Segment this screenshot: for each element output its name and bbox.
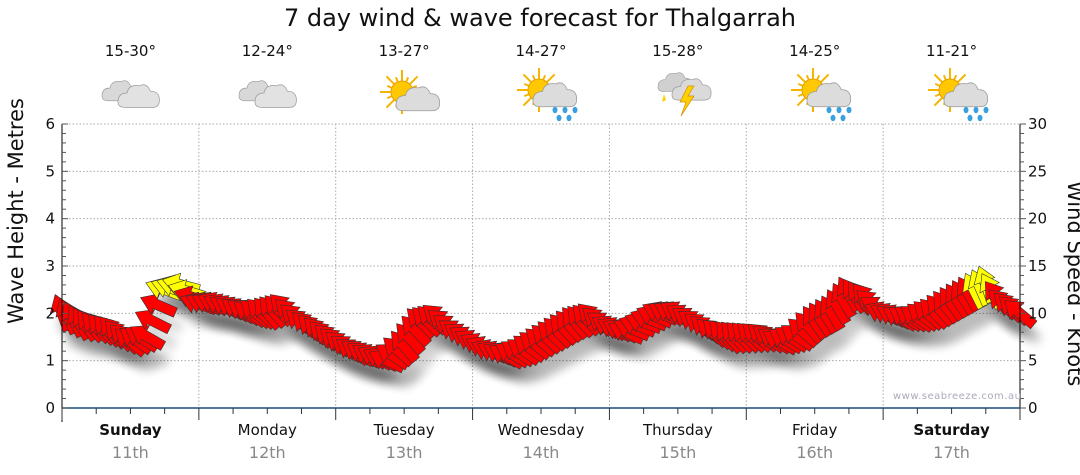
wind-arrow [129, 325, 167, 351]
y-tick-label-right: 20 [1028, 210, 1047, 228]
y-tick-label-right: 10 [1028, 304, 1047, 322]
day-name: Saturday [913, 421, 990, 439]
day-temp: 14-27° [515, 42, 567, 60]
watermark: www.seabreeze.com.au [893, 391, 1022, 402]
y-tick-label-right: 0 [1028, 399, 1038, 417]
day-name: Thursday [642, 421, 713, 439]
day-temp: 13-27° [378, 42, 430, 60]
chart-title: 7 day wind & wave forecast for Thalgarra… [283, 4, 797, 32]
cloudy-icon [199, 66, 335, 126]
day-temp: 11-21° [926, 42, 978, 60]
y-tick-label-left: 1 [45, 352, 55, 370]
sun-shower-icon [747, 66, 883, 126]
day-date: 11th [112, 443, 149, 462]
day-date: 14th [522, 443, 560, 462]
wind-arrow [140, 293, 178, 318]
day-temp: 15-28° [652, 42, 704, 60]
wind-arrow-shadow [374, 365, 412, 389]
y-tick-label-right: 30 [1028, 115, 1047, 133]
y-tick-label-left: 0 [45, 399, 55, 417]
day-date: 17th [933, 443, 970, 462]
day-date: 12th [248, 443, 286, 462]
y-tick-label-left: 3 [45, 257, 55, 275]
y-tick-label-right: 15 [1028, 257, 1047, 275]
sun-shower-icon [884, 66, 1020, 126]
y-tick-label-left: 5 [45, 162, 55, 180]
y-tick-label-right: 5 [1028, 352, 1038, 370]
wind-arrow [134, 309, 172, 335]
day-temp: 14-25° [789, 42, 841, 60]
day-date: 15th [659, 443, 697, 462]
day-date: 13th [385, 443, 423, 462]
sun-shower-icon [473, 66, 609, 126]
day-temp: 15-30° [104, 42, 156, 60]
day-name: Tuesday [373, 421, 435, 439]
cloudy-icon [62, 66, 198, 126]
day-temp: 12-24° [241, 42, 293, 60]
day-name: Friday [791, 421, 838, 439]
wind-arrow-shadow [1010, 316, 1044, 345]
day-date: 16th [796, 443, 834, 462]
thunderstorm-icon [610, 66, 746, 126]
y-tick-label-left: 4 [45, 210, 55, 228]
day-name: Monday [237, 421, 297, 439]
wind-arrow [1004, 300, 1038, 330]
day-name: Sunday [99, 421, 162, 439]
y-tick-label-right: 25 [1028, 162, 1047, 180]
y-tick-label-left: 2 [45, 304, 55, 322]
y-tick-label-left: 6 [45, 115, 55, 133]
day-name: Wednesday [497, 421, 585, 439]
partly-sunny-icon [336, 66, 472, 126]
